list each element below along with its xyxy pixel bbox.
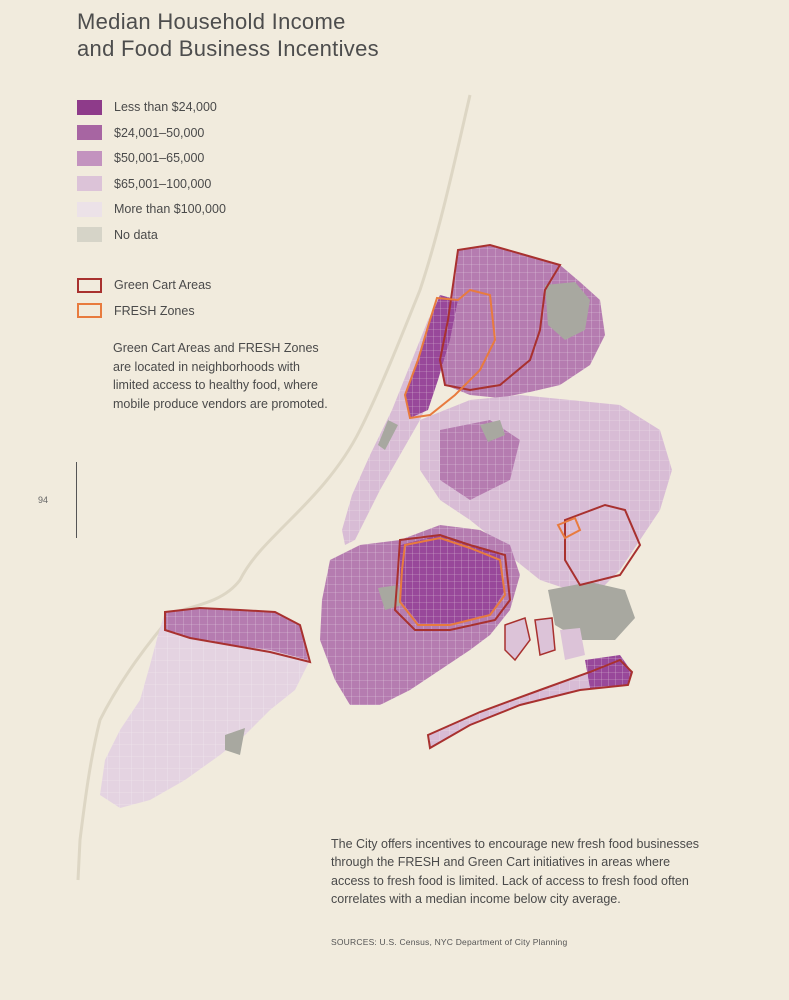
- legend-label: FRESH Zones: [114, 303, 195, 318]
- fresh-zone-upper-manhattan-bronx: [403, 288, 497, 420]
- legend-swatch: [77, 227, 102, 242]
- central-park: [378, 420, 398, 450]
- page-number: 94: [38, 495, 49, 505]
- jfk-airport: [548, 582, 635, 640]
- legend-item-no-data: No data: [77, 226, 158, 244]
- laguardia-airport: [480, 420, 505, 442]
- legend-item-green-cart: Green Cart Areas: [77, 276, 211, 294]
- legend-item-income-5: More than $100,000: [77, 200, 226, 218]
- green-cart-area-staten-island: [164, 606, 312, 664]
- title-line-2: and Food Business Incentives: [77, 36, 379, 61]
- queens-inner: [440, 420, 520, 500]
- legend-note: Green Cart Areas and FRESH Zones are loc…: [113, 341, 328, 411]
- legend-swatch: [77, 176, 102, 191]
- jamaica-bay-islands: [505, 618, 585, 660]
- legend-item-income-3: $50,001–65,000: [77, 149, 204, 167]
- legend-item-income-1: Less than $24,000: [77, 98, 217, 116]
- brooklyn-central: [400, 535, 505, 625]
- legend-swatch-outline: [77, 303, 102, 318]
- page-title: Median Household Income and Food Busines…: [77, 8, 379, 62]
- legend-item-income-2: $24,001–50,000: [77, 124, 204, 142]
- title-line-1: Median Household Income: [77, 9, 346, 34]
- rockaway-east: [585, 655, 632, 688]
- manhattan-upper: [405, 295, 458, 418]
- legend-label: $65,001–100,000: [114, 176, 212, 191]
- legend-swatch-outline: [77, 277, 102, 293]
- staten-island-park: [225, 728, 245, 755]
- legend-label: $50,001–65,000: [114, 151, 205, 165]
- legend-label: Green Cart Areas: [114, 278, 212, 292]
- green-cart-area-brooklyn: [393, 533, 512, 631]
- green-cart-area-queens: [564, 503, 642, 587]
- green-cart-area-jamaica-bay: [504, 617, 556, 662]
- legend-label: More than $100,000: [114, 202, 226, 216]
- legend-label: $24,001–50,000: [114, 125, 205, 140]
- nj-shoreline: [76, 94, 472, 881]
- legend-item-income-4: $65,001–100,000: [77, 175, 211, 193]
- legend-swatch: [77, 201, 102, 217]
- green-cart-area-rockaway: [426, 658, 634, 750]
- bronx-east-parks: [545, 282, 590, 340]
- green-cart-area-bronx: [438, 243, 562, 392]
- legend-item-fresh: FRESH Zones: [77, 302, 195, 320]
- fresh-zone-brooklyn: [398, 536, 507, 626]
- fresh-zone-queens: [556, 516, 582, 540]
- legend-label: No data: [114, 227, 158, 242]
- staten-island-north: [165, 608, 308, 660]
- staten-island-borough: [100, 608, 310, 808]
- legend-label: Less than $24,000: [114, 100, 217, 114]
- legend-swatch: [77, 125, 102, 140]
- page-rule: [76, 462, 77, 538]
- body-paragraph: The City offers incentives to encourage …: [331, 837, 700, 906]
- legend-swatch: [77, 150, 102, 166]
- sources-note: SOURCES: U.S. Census, NYC Department of …: [331, 937, 568, 947]
- rockaway-peninsula: [428, 660, 632, 748]
- legend-swatch: [77, 99, 102, 115]
